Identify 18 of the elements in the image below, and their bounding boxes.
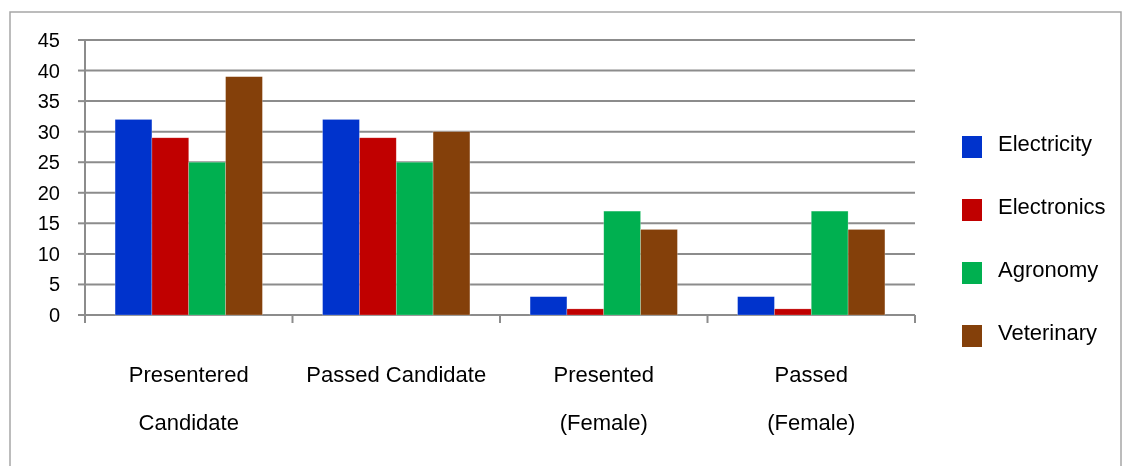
y-tick-label: 0 <box>48 304 60 326</box>
y-tick-label: 25 <box>37 151 60 174</box>
y-tick-label: 30 <box>37 120 60 143</box>
y-tick-label: 5 <box>48 273 60 296</box>
x-tick-label: Presented (Female) <box>553 362 654 435</box>
x-tick-label: Passed (Female) <box>767 362 856 435</box>
y-tick-label: 10 <box>37 242 60 265</box>
y-tick-label: 45 <box>37 29 60 51</box>
y-tick-label: 20 <box>37 181 60 204</box>
x-tick-label: Presentered Candidate <box>128 362 249 435</box>
y-tick-label: 15 <box>37 212 60 235</box>
legend-label: Electricity <box>998 130 1093 156</box>
x-tick-label: Passed Candidate <box>306 362 487 387</box>
y-tick-label: 35 <box>37 90 60 113</box>
legend-label: Electronics <box>998 193 1106 219</box>
legend-label: Veterinary <box>998 319 1098 345</box>
legend-label: Agronomy <box>998 256 1099 282</box>
y-tick-label: 40 <box>37 59 60 82</box>
